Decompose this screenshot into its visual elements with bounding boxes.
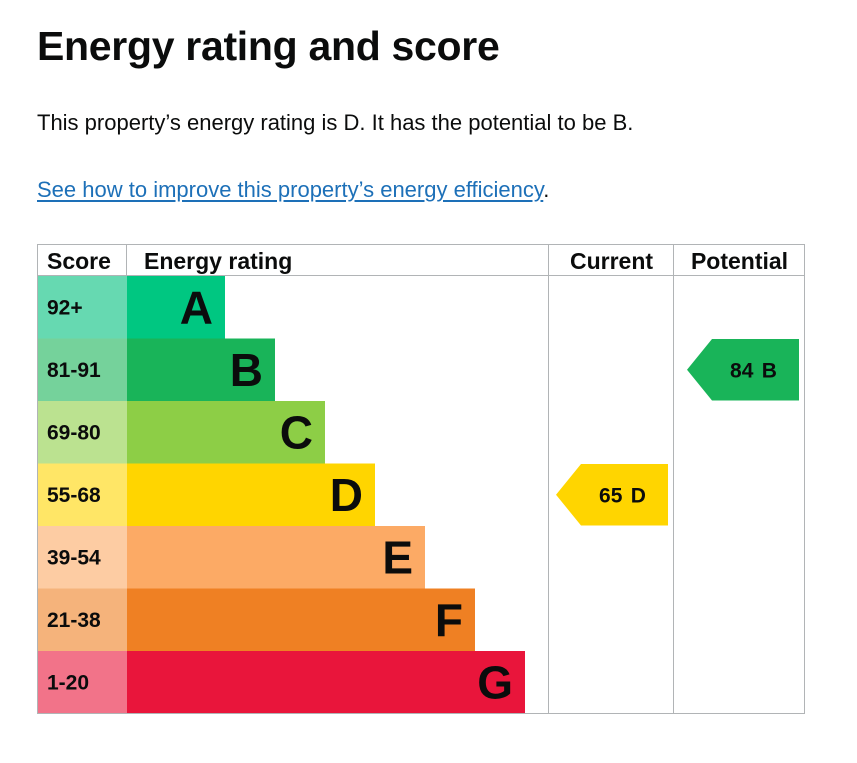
band-bar-g xyxy=(127,651,525,714)
link-suffix: . xyxy=(543,177,550,202)
rating-arrows: 65 D 84 B xyxy=(556,339,799,526)
score-cell-e xyxy=(37,526,127,589)
score-range-g: 1-20 xyxy=(47,671,89,694)
score-range-f: 21-38 xyxy=(47,609,101,632)
chart-headers: Score Energy rating Current Potential xyxy=(47,248,788,274)
band-letter-e: E xyxy=(382,531,413,583)
header-current: Current xyxy=(570,248,653,274)
score-range-a: 92+ xyxy=(47,296,83,319)
header-score: Score xyxy=(47,248,111,274)
rating-summary: This property’s energy rating is D. It h… xyxy=(37,110,634,135)
improve-efficiency-link[interactable]: See how to improve this property’s energ… xyxy=(37,177,544,202)
band-bar-b xyxy=(127,338,275,402)
current-rating-label: 65 D xyxy=(599,484,646,507)
band-letter-c: C xyxy=(280,406,313,458)
rating-bands: 92+ A 81-91 B 69-80 C 55-68 D 39-54 E 21-38 F 1-20 G xyxy=(37,276,525,714)
current-arrow xyxy=(556,464,668,526)
score-range-d: 55-68 xyxy=(47,484,101,507)
band-letter-f: F xyxy=(435,594,463,646)
band-bar-e xyxy=(127,526,425,589)
potential-arrow xyxy=(687,339,799,401)
page-title: Energy rating and score xyxy=(37,23,500,69)
band-letter-b: B xyxy=(230,344,263,396)
band-bar-f xyxy=(127,588,475,652)
score-cell-b xyxy=(37,338,127,402)
score-cell-g xyxy=(37,651,127,714)
band-letter-a: A xyxy=(180,281,213,333)
band-letter-g: G xyxy=(477,656,513,708)
band-bar-d xyxy=(127,463,375,527)
header-energy-rating: Energy rating xyxy=(144,248,292,274)
score-cell-c xyxy=(37,401,127,464)
score-range-e: 39-54 xyxy=(47,546,101,569)
score-range-c: 69-80 xyxy=(47,421,101,444)
band-bar-a xyxy=(127,276,225,339)
score-cell-f xyxy=(37,588,127,652)
score-cell-d xyxy=(37,463,127,527)
chart-lines xyxy=(37,244,805,714)
band-bar-c xyxy=(127,401,325,464)
chart-border xyxy=(37,244,805,714)
score-range-b: 81-91 xyxy=(47,359,101,382)
header-potential: Potential xyxy=(691,248,788,274)
potential-rating-label: 84 B xyxy=(730,359,777,382)
improve-link-line: See how to improve this property’s energ… xyxy=(37,175,549,205)
score-cell-a xyxy=(37,276,127,339)
band-letter-d: D xyxy=(330,469,363,521)
